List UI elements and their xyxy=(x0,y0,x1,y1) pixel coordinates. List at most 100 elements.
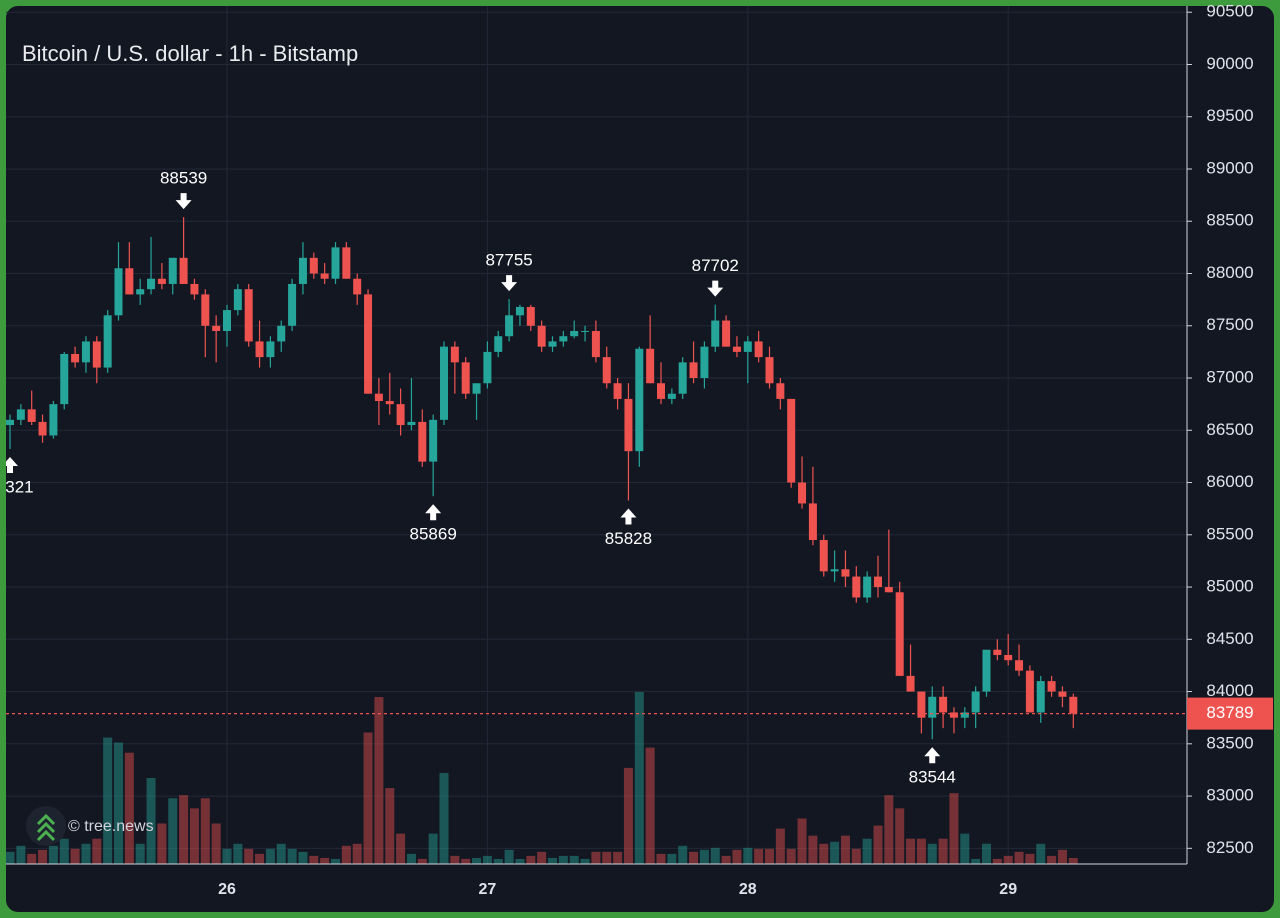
candle-body xyxy=(657,383,665,399)
volume-bar xyxy=(678,845,688,864)
candle-body xyxy=(418,421,427,462)
candle-body xyxy=(765,357,774,384)
volume-bar xyxy=(287,848,297,864)
volume-bar xyxy=(309,855,319,864)
volume-bar xyxy=(938,838,948,864)
y-tick-label: 89000 xyxy=(1206,158,1253,177)
candle-body xyxy=(244,289,253,342)
volume-bar xyxy=(16,845,26,864)
volume-bar xyxy=(27,853,37,864)
candle-body xyxy=(711,320,720,347)
candle-body xyxy=(1047,681,1056,692)
y-tick-label: 84000 xyxy=(1206,681,1253,700)
volume-bar xyxy=(645,747,655,864)
candle-body xyxy=(16,409,25,420)
candle-body xyxy=(960,712,969,718)
candle-body xyxy=(461,362,470,394)
volume-bar xyxy=(667,853,677,864)
y-tick-label: 83500 xyxy=(1206,733,1253,752)
volume xyxy=(6,692,1078,864)
candle-body xyxy=(1015,660,1024,671)
candle-body xyxy=(993,649,1002,655)
candle-body xyxy=(830,569,839,572)
high-label: 87702 xyxy=(692,256,739,275)
candle-body xyxy=(385,401,394,405)
volume-bar xyxy=(211,823,221,864)
volume-bar xyxy=(103,737,113,864)
candle-body xyxy=(863,576,872,598)
volume-bar xyxy=(602,851,612,864)
volume-bar xyxy=(1025,853,1035,864)
volume-bar xyxy=(385,788,395,864)
volume-bar xyxy=(1014,851,1024,864)
high-arrow xyxy=(501,275,518,292)
volume-bar xyxy=(482,855,492,864)
candle-body xyxy=(81,341,90,363)
volume-bar xyxy=(48,845,58,864)
volume-bar xyxy=(634,692,644,864)
candle-body xyxy=(754,341,763,358)
candle-body xyxy=(884,587,893,593)
candle-body xyxy=(928,696,937,718)
candle-body xyxy=(505,315,514,337)
volume-bar xyxy=(59,838,69,864)
volume-bar xyxy=(233,843,243,864)
volume-bar xyxy=(341,845,351,864)
low-arrow xyxy=(924,747,941,764)
volume-bar xyxy=(580,858,590,864)
x-tick-label: 26 xyxy=(218,881,236,898)
volume-bar xyxy=(699,849,709,864)
candle-body xyxy=(157,278,166,284)
volume-bar xyxy=(1047,855,1057,864)
candle-body xyxy=(429,419,438,462)
volume-bar xyxy=(851,848,861,864)
volume-bar xyxy=(1068,857,1078,864)
volume-bar xyxy=(222,848,232,864)
y-tick-label: 88500 xyxy=(1206,211,1253,230)
candle-body xyxy=(320,273,329,279)
candle-body xyxy=(298,257,307,284)
high-arrow xyxy=(175,193,192,210)
low-label: 83544 xyxy=(909,768,956,787)
volume-bar xyxy=(982,843,991,864)
candle-body xyxy=(917,691,926,718)
y-tick-label: 84500 xyxy=(1206,629,1253,648)
volume-bar xyxy=(70,848,80,864)
candle-body xyxy=(570,330,579,337)
volume-bar xyxy=(114,742,123,864)
candles xyxy=(6,217,1078,740)
volume-bar xyxy=(840,835,850,864)
candle-body xyxy=(233,289,242,311)
candle-body xyxy=(743,341,752,352)
volume-bar xyxy=(428,833,438,864)
volume-bar xyxy=(743,847,753,864)
volume-bar xyxy=(157,823,167,864)
candle-body xyxy=(949,712,958,718)
candle-body xyxy=(906,675,915,692)
volume-bar xyxy=(124,752,134,864)
volume-bar xyxy=(526,855,536,864)
y-tick-label: 82500 xyxy=(1206,838,1253,857)
candle-body xyxy=(179,257,188,284)
volume-bar xyxy=(992,858,1002,864)
candle-body xyxy=(277,325,286,342)
candle-body xyxy=(353,278,362,295)
volume-bar xyxy=(38,849,48,864)
y-tick-label: 89500 xyxy=(1206,106,1253,125)
volume-bar xyxy=(179,795,189,864)
candle-body xyxy=(635,348,644,452)
volume-bar xyxy=(255,853,265,864)
candle-body xyxy=(1036,681,1045,713)
candle-body xyxy=(700,346,709,379)
candle-body xyxy=(266,341,275,358)
volume-bar xyxy=(298,851,308,864)
y-tick-label: 87500 xyxy=(1206,315,1253,334)
candle-body xyxy=(559,336,568,342)
candle-body xyxy=(374,393,383,402)
volume-bar xyxy=(515,858,525,864)
candle-body xyxy=(60,353,69,405)
volume-bar xyxy=(754,848,764,864)
candle-body xyxy=(168,257,177,284)
candle-body xyxy=(874,576,882,588)
volume-bar xyxy=(884,795,894,864)
